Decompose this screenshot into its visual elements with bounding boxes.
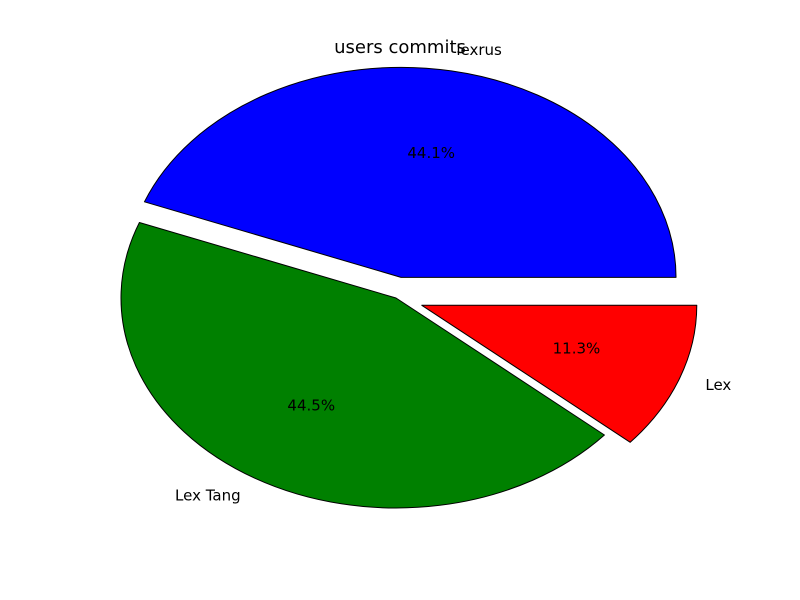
pie-slice-lex — [421, 304, 698, 443]
chart-title: users commits — [334, 37, 466, 58]
slice-percent-lex: 11.3% — [553, 340, 601, 358]
slice-label-lex: Lex — [705, 376, 731, 394]
pie-labels: lexrus 44.1% Lex Tang 44.5% Lex 11.3% — [175, 41, 731, 505]
slice-label-lex-tang: Lex Tang — [175, 487, 241, 505]
slice-percent-lexrus: 44.1% — [407, 144, 455, 162]
slice-label-lexrus: lexrus — [456, 41, 502, 59]
pie-slices — [120, 66, 698, 509]
pie-slice-lexrus — [143, 66, 677, 278]
slice-percent-lex-tang: 44.5% — [287, 397, 335, 415]
pie-slice-lex-tang — [120, 221, 605, 509]
